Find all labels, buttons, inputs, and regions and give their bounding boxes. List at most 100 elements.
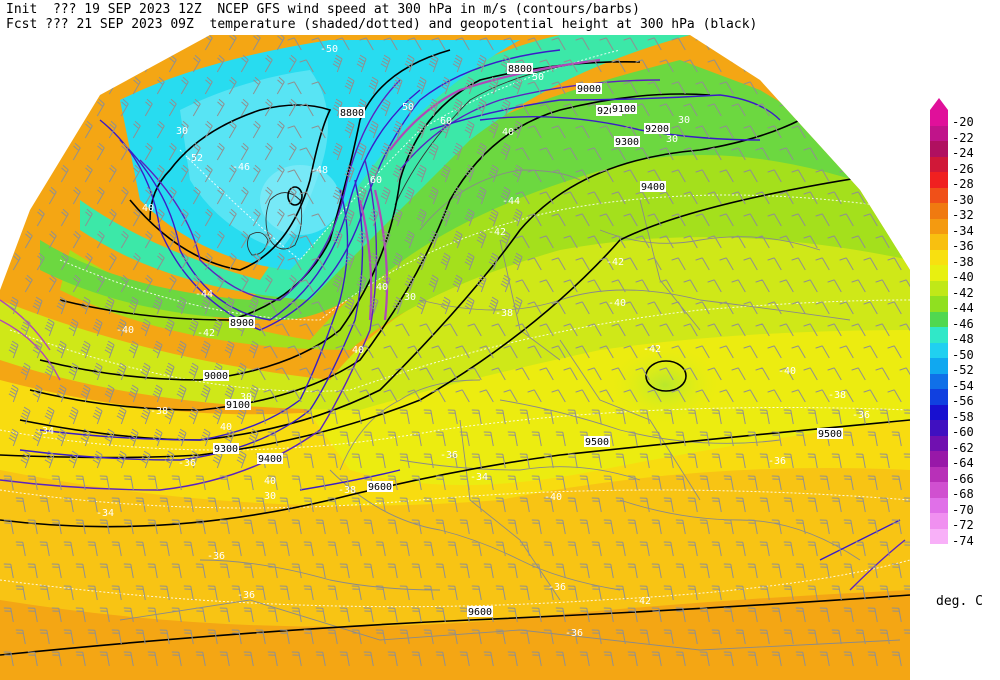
legend-label: -54 — [952, 378, 974, 393]
temperature-label: -36 — [852, 410, 870, 421]
temperature-label: -38 — [338, 485, 356, 496]
legend-swatch — [930, 327, 948, 343]
legend-level: -66 — [930, 466, 990, 485]
wind-label: 30 — [176, 126, 188, 137]
legend-swatch — [930, 420, 948, 436]
legend-swatch — [930, 466, 948, 482]
legend-label: -74 — [952, 533, 974, 548]
legend-swatch — [930, 389, 948, 405]
temperature-label: -46 — [232, 162, 250, 173]
height-label: 9400 — [641, 182, 665, 193]
legend-level: -44 — [930, 296, 990, 315]
height-label: 9200 — [645, 124, 669, 135]
legend-label: -40 — [952, 270, 974, 284]
height-label-bg — [229, 317, 255, 328]
legend-label: -20 — [952, 115, 974, 129]
legend-label: -36 — [952, 239, 974, 253]
legend-swatch — [930, 451, 948, 467]
legend-label: -60 — [952, 425, 974, 439]
legend-swatch — [930, 110, 948, 126]
legend-swatch — [930, 187, 948, 203]
legend-swatch — [930, 234, 948, 250]
legend-label: -34 — [952, 223, 974, 238]
temperature-label: -38 — [150, 406, 168, 417]
legend-level: -22 — [930, 125, 990, 144]
legend-swatch — [930, 342, 948, 358]
legend-level: -50 — [930, 342, 990, 361]
wind-label: 30 — [240, 392, 252, 403]
height-label-bg — [213, 443, 239, 454]
legend-swatch — [930, 203, 948, 219]
legend-level: -28 — [930, 172, 990, 191]
legend-level: -32 — [930, 203, 990, 221]
height-labels: 8800890090009100920093009400950096008800… — [203, 63, 843, 618]
height-label-bg — [640, 181, 666, 192]
legend-swatch — [930, 265, 948, 281]
temperature-label: -36 — [440, 450, 458, 461]
legend-swatch — [930, 435, 948, 451]
legend-swatch — [930, 249, 948, 265]
height-label: 9500 — [585, 437, 609, 448]
height-label-bg — [584, 436, 610, 447]
wind-label: 40 — [502, 127, 514, 138]
wind-label: 30 — [678, 115, 690, 126]
height-label: 9200 — [597, 106, 621, 117]
temperature-label: -44 — [195, 289, 213, 300]
legend-level: -20 — [930, 110, 990, 129]
temperature-label: -48 — [310, 165, 328, 176]
temperature-label: -34 — [36, 426, 54, 437]
legend-label: -62 — [952, 440, 974, 455]
height-label: 9600 — [368, 482, 392, 493]
legend-label: -70 — [952, 502, 974, 517]
height-label-bg — [576, 83, 602, 94]
legend-label: -26 — [952, 161, 974, 176]
wind-label: 40 — [264, 476, 276, 487]
header-init-line: Init ??? 19 SEP 2023 12Z NCEP GFS wind s… — [6, 2, 640, 17]
height-label-bg — [644, 123, 670, 134]
legend-swatch — [930, 528, 948, 544]
height-label-bg — [611, 103, 637, 114]
legend-swatch — [930, 218, 948, 234]
temperature-label: -36 — [768, 456, 786, 467]
temperature-label: -34 — [470, 472, 488, 483]
height-label: 9300 — [214, 444, 238, 455]
temperature-label: -38 — [828, 390, 846, 401]
wind-label: 40 — [142, 203, 154, 214]
height-label-bg — [203, 370, 229, 381]
legend-label: -28 — [952, 177, 974, 191]
legend-label: -58 — [952, 409, 974, 424]
legend-swatch — [930, 125, 948, 141]
height-label: 8800 — [340, 108, 364, 119]
legend-level: -72 — [930, 513, 990, 531]
legend-label: -42 — [952, 285, 974, 300]
height-label: 9400 — [258, 454, 282, 465]
legend-label: -48 — [952, 332, 974, 346]
height-label: 8800 — [508, 64, 532, 75]
temperature-label: -36 — [178, 458, 196, 469]
temperature-label: -52 — [185, 153, 203, 164]
temperature-label: -42 — [606, 257, 624, 268]
height-label: 9600 — [468, 607, 492, 618]
height-label-bg — [596, 105, 622, 116]
legend-swatch — [930, 358, 948, 374]
legend-swatch — [930, 373, 948, 389]
legend-swatch — [930, 141, 948, 157]
legend-swatch — [930, 513, 948, 529]
legend-label: -30 — [952, 192, 974, 207]
height-label-bg — [339, 107, 365, 118]
temperature-label: -42 — [643, 344, 661, 355]
wind-label: 30 — [264, 491, 276, 502]
legend-level: -42 — [930, 280, 990, 300]
height-label-bg — [507, 63, 533, 74]
wind-label: 30 — [404, 292, 416, 303]
legend-label: -44 — [952, 301, 974, 315]
wind-labels: 30 40 50 60 30 40 30 40 50 60 30 40 30 40 30 40 — [142, 72, 690, 502]
height-label-bg — [225, 399, 251, 410]
temperature-label: -44 — [502, 196, 520, 207]
wind-label: 60 — [370, 175, 382, 186]
legend-swatch — [930, 482, 948, 498]
legend-level: -52 — [930, 358, 990, 376]
legend-label: -24 — [952, 146, 974, 160]
legend-label: -68 — [952, 487, 974, 501]
